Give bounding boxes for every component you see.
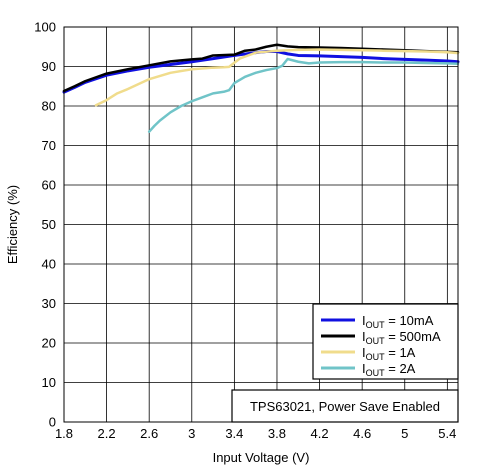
y-tick-label: 90 bbox=[42, 59, 56, 74]
x-tick-label: 3.4 bbox=[225, 426, 243, 441]
x-tick-label: 1.8 bbox=[55, 426, 73, 441]
tick-labels: 1.8 2.2 2.6 3 3.4 3.8 4.2 4.6 5 5.4 0 10 20 30 40 50 60 7… bbox=[34, 20, 456, 442]
x-tick-label: 2.6 bbox=[140, 426, 158, 441]
y-tick-label: 70 bbox=[42, 138, 56, 153]
x-tick-label: 3 bbox=[188, 426, 195, 441]
annotation: TPS63021, Power Save Enabled bbox=[231, 389, 459, 423]
x-tick-label: 5 bbox=[401, 426, 408, 441]
x-tick-label: 5.4 bbox=[438, 426, 456, 441]
x-tick-label: 2.2 bbox=[98, 426, 116, 441]
annotation-text: TPS63021, Power Save Enabled bbox=[250, 399, 440, 414]
y-tick-label: 0 bbox=[49, 415, 56, 430]
series-lines bbox=[62, 43, 460, 133]
y-tick-label: 40 bbox=[42, 257, 56, 272]
legend-label-3: IOUT = 2A bbox=[362, 361, 416, 378]
x-tick-label: 4.2 bbox=[311, 426, 329, 441]
annotation-box bbox=[231, 389, 459, 423]
legend-label-0: IOUT = 10mA bbox=[362, 313, 434, 330]
y-tick-label: 30 bbox=[42, 296, 56, 311]
legend-label-1: IOUT = 500mA bbox=[362, 329, 441, 346]
x-tick-label: 3.8 bbox=[268, 426, 286, 441]
y-tick-label: 100 bbox=[34, 20, 56, 35]
x-axis-title: Input Voltage (V) bbox=[213, 450, 310, 465]
legend-label-2: IOUT = 1A bbox=[362, 345, 416, 362]
series-line-2 bbox=[94, 48, 460, 107]
series-line-3 bbox=[147, 57, 460, 133]
y-tick-label: 20 bbox=[42, 336, 56, 351]
x-tick-label: 4.6 bbox=[353, 426, 371, 441]
y-tick-label: 50 bbox=[42, 217, 56, 232]
y-axis-title: Efficiency (%) bbox=[5, 185, 20, 264]
y-tick-label: 80 bbox=[42, 99, 56, 114]
y-tick-label: 60 bbox=[42, 178, 56, 193]
y-tick-label: 10 bbox=[42, 375, 56, 390]
